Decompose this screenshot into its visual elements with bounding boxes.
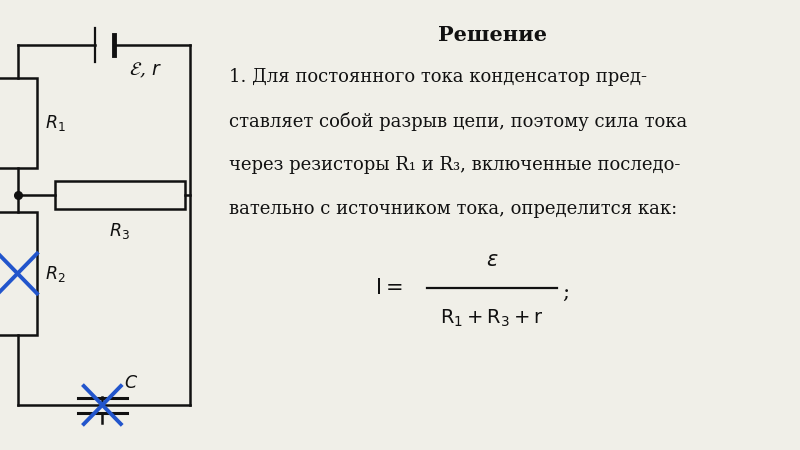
- Text: $\mathrm{R_1+R_3+r}$: $\mathrm{R_1+R_3+r}$: [440, 307, 544, 328]
- Text: Решение: Решение: [438, 25, 546, 45]
- Text: $C$: $C$: [124, 375, 138, 392]
- Bar: [0, 78, 37, 168]
- Text: $\mathcal{E}$, $r$: $\mathcal{E}$, $r$: [129, 60, 162, 80]
- Text: $R_2$: $R_2$: [45, 264, 66, 284]
- Text: через резисторы R₁ и R₃, включенные последо-: через резисторы R₁ и R₃, включенные посл…: [229, 156, 680, 174]
- Text: ставляет собой разрыв цепи, поэтому сила тока: ставляет собой разрыв цепи, поэтому сила…: [229, 112, 687, 131]
- Text: $R_1$: $R_1$: [45, 113, 66, 133]
- Text: ;: ;: [562, 283, 570, 302]
- Bar: [0, 212, 37, 335]
- Bar: [54, 181, 185, 209]
- Text: $\varepsilon$: $\varepsilon$: [486, 251, 498, 270]
- Text: вательно с источником тока, определится как:: вательно с источником тока, определится …: [229, 200, 678, 218]
- Text: $R_3$: $R_3$: [110, 221, 130, 241]
- Text: $\mathrm{I}=$: $\mathrm{I}=$: [375, 278, 402, 298]
- Text: 1. Для постоянного тока конденсатор пред-: 1. Для постоянного тока конденсатор пред…: [229, 68, 647, 86]
